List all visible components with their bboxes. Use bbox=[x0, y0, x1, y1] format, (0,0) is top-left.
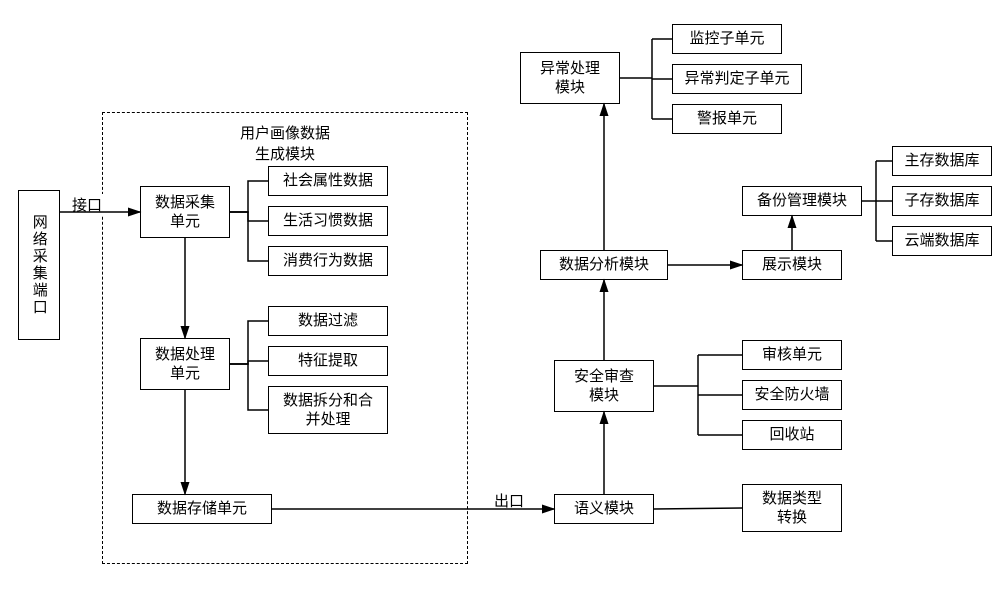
network-port-box: 网络采集端口 bbox=[18, 190, 60, 340]
consume-behav-box: 消费行为数据 bbox=[268, 246, 388, 276]
sub-db-box: 子存数据库 bbox=[892, 186, 992, 216]
recycle-box: 回收站 bbox=[742, 420, 842, 450]
backup-box: 备份管理模块 bbox=[742, 186, 862, 216]
alarm-box: 警报单元 bbox=[672, 104, 782, 134]
social-attr-box: 社会属性数据 bbox=[268, 166, 388, 196]
split-merge-box: 数据拆分和合 并处理 bbox=[268, 386, 388, 434]
interface-label: 接口 bbox=[70, 194, 104, 215]
life-habit-box: 生活习惯数据 bbox=[268, 206, 388, 236]
feat-extract-box: 特征提取 bbox=[268, 346, 388, 376]
storage-unit-box: 数据存储单元 bbox=[132, 494, 272, 524]
main-db-box: 主存数据库 bbox=[892, 146, 992, 176]
security-box: 安全审查 模块 bbox=[554, 360, 654, 412]
monitor-box: 监控子单元 bbox=[672, 24, 782, 54]
firewall-box: 安全防火墙 bbox=[742, 380, 842, 410]
cloud-db-box: 云端数据库 bbox=[892, 226, 992, 256]
exit-label: 出口 bbox=[492, 490, 526, 511]
process-unit-box: 数据处理 单元 bbox=[140, 338, 230, 390]
type-convert-box: 数据类型 转换 bbox=[742, 484, 842, 532]
gen-module-title: 用户画像数据 生成模块 bbox=[210, 122, 360, 164]
collect-unit-box: 数据采集 单元 bbox=[140, 186, 230, 238]
display-box: 展示模块 bbox=[742, 250, 842, 280]
semantic-box: 语义模块 bbox=[554, 494, 654, 524]
audit-unit-box: 审核单元 bbox=[742, 340, 842, 370]
judge-box: 异常判定子单元 bbox=[672, 64, 802, 94]
analysis-box: 数据分析模块 bbox=[540, 250, 668, 280]
network-port-label: 网络采集端口 bbox=[29, 214, 49, 316]
data-filter-box: 数据过滤 bbox=[268, 306, 388, 336]
exception-box: 异常处理 模块 bbox=[520, 52, 620, 104]
